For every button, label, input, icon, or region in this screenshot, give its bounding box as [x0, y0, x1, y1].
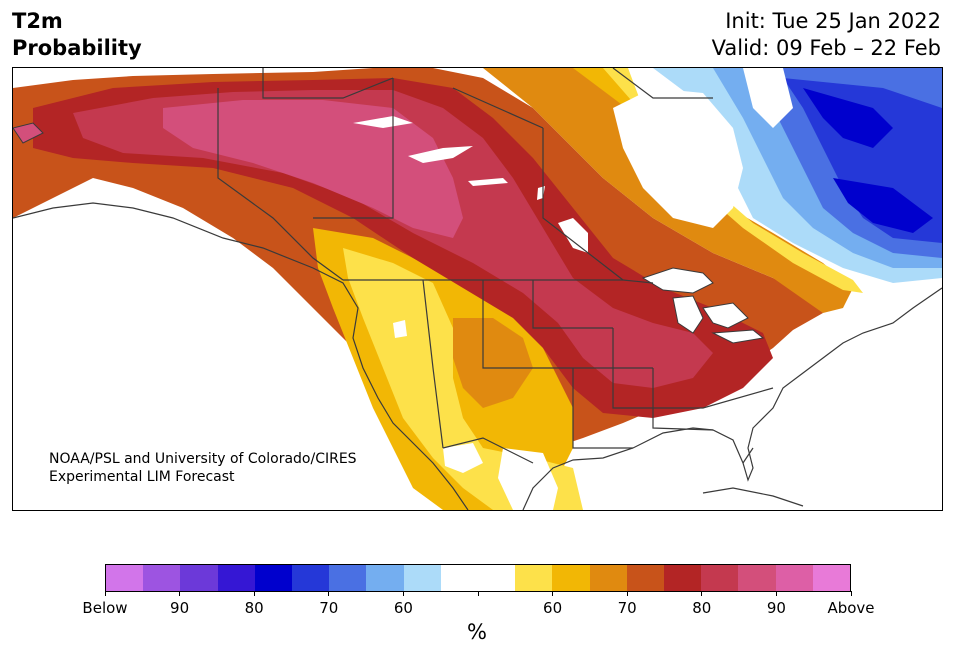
colorbar-segment	[143, 565, 181, 591]
probability-map	[12, 67, 943, 511]
borders	[13, 68, 942, 510]
region-below-50-mexico	[498, 448, 558, 510]
colorbar-segment	[664, 565, 702, 591]
forecast-dates: Init: Tue 25 Jan 2022 Valid: 09 Feb – 22…	[712, 8, 941, 62]
region-above-85	[73, 90, 713, 388]
colorbar-segment	[478, 565, 516, 591]
colorbar-tick-label: 70	[617, 599, 637, 617]
colorbar-segment	[701, 565, 739, 591]
colorbar-tick-label: 90	[766, 599, 786, 617]
colorbar-tick	[328, 591, 330, 596]
credit-line-2: Experimental LIM Forecast	[49, 469, 235, 485]
colorbar-segment	[775, 565, 813, 591]
colorbar-tick-label: 60	[543, 599, 563, 617]
colorbar-segment	[254, 565, 293, 591]
credit-text: NOAA/PSL and University of Colorado/CIRE…	[49, 450, 357, 486]
labrador-white	[743, 68, 793, 128]
colorbar-tick-label: 70	[319, 599, 339, 617]
colorbar-segment	[106, 565, 144, 591]
colorbar-tick-label: Above	[827, 599, 875, 617]
colorbar-tick	[850, 591, 852, 596]
map-canvas	[13, 68, 942, 510]
great-salt-lake	[393, 320, 407, 338]
colorbar-tick-label: 80	[244, 599, 264, 617]
colorbar-segment	[366, 565, 404, 591]
init-date: Init: Tue 25 Jan 2022	[725, 9, 941, 33]
colorbar-segment	[329, 565, 367, 591]
colorbar-tick	[477, 591, 479, 596]
colorbar-segment	[292, 565, 330, 591]
title-line-1: T2m	[12, 9, 63, 33]
colorbar-tick-label: 90	[170, 599, 190, 617]
colorbar-tick	[253, 591, 255, 596]
great-lakes	[641, 267, 765, 344]
colorbar-tick-label: 80	[692, 599, 712, 617]
credit-line-1: NOAA/PSL and University of Colorado/CIRE…	[49, 451, 357, 467]
colorbar-tick	[179, 591, 181, 596]
map-title: T2m Probability	[12, 8, 142, 62]
region-below-80	[803, 88, 933, 233]
colorbar-segment	[589, 565, 627, 591]
colorbar-segment	[217, 565, 255, 591]
colorbar-segment	[440, 565, 479, 591]
colorbar-tick	[626, 591, 628, 596]
mexico-white-patch	[443, 443, 483, 473]
colorbar-tick	[104, 591, 106, 596]
colorbar-segment	[180, 565, 218, 591]
region-above-50-west	[343, 248, 583, 510]
hudson-bay-white	[613, 88, 743, 228]
title-line-2: Probability	[12, 36, 142, 60]
colorbar-tick	[775, 591, 777, 596]
colorbar-segment	[626, 565, 665, 591]
colorbar-segment	[812, 565, 851, 591]
colorbar-tick	[402, 591, 404, 596]
colorbar-tick-label: 60	[393, 599, 413, 617]
colorbar-tick	[552, 591, 554, 596]
islands	[13, 122, 44, 144]
colorbar-segment	[738, 565, 776, 591]
colorbar-unit: %	[467, 620, 487, 644]
cuba-bahamas	[702, 447, 804, 507]
region-above-90	[163, 100, 463, 238]
region-above-70-west	[453, 318, 533, 408]
colorbar-segment	[403, 565, 441, 591]
colorbar	[105, 564, 851, 592]
colorbar-tick-label: Below	[82, 599, 128, 617]
region-above-50-east	[603, 68, 863, 293]
colorbar-segment	[552, 565, 590, 591]
colorbar-tick	[701, 591, 703, 596]
valid-range: Valid: 09 Feb – 22 Feb	[711, 36, 941, 60]
colorbar-segment	[515, 565, 553, 591]
